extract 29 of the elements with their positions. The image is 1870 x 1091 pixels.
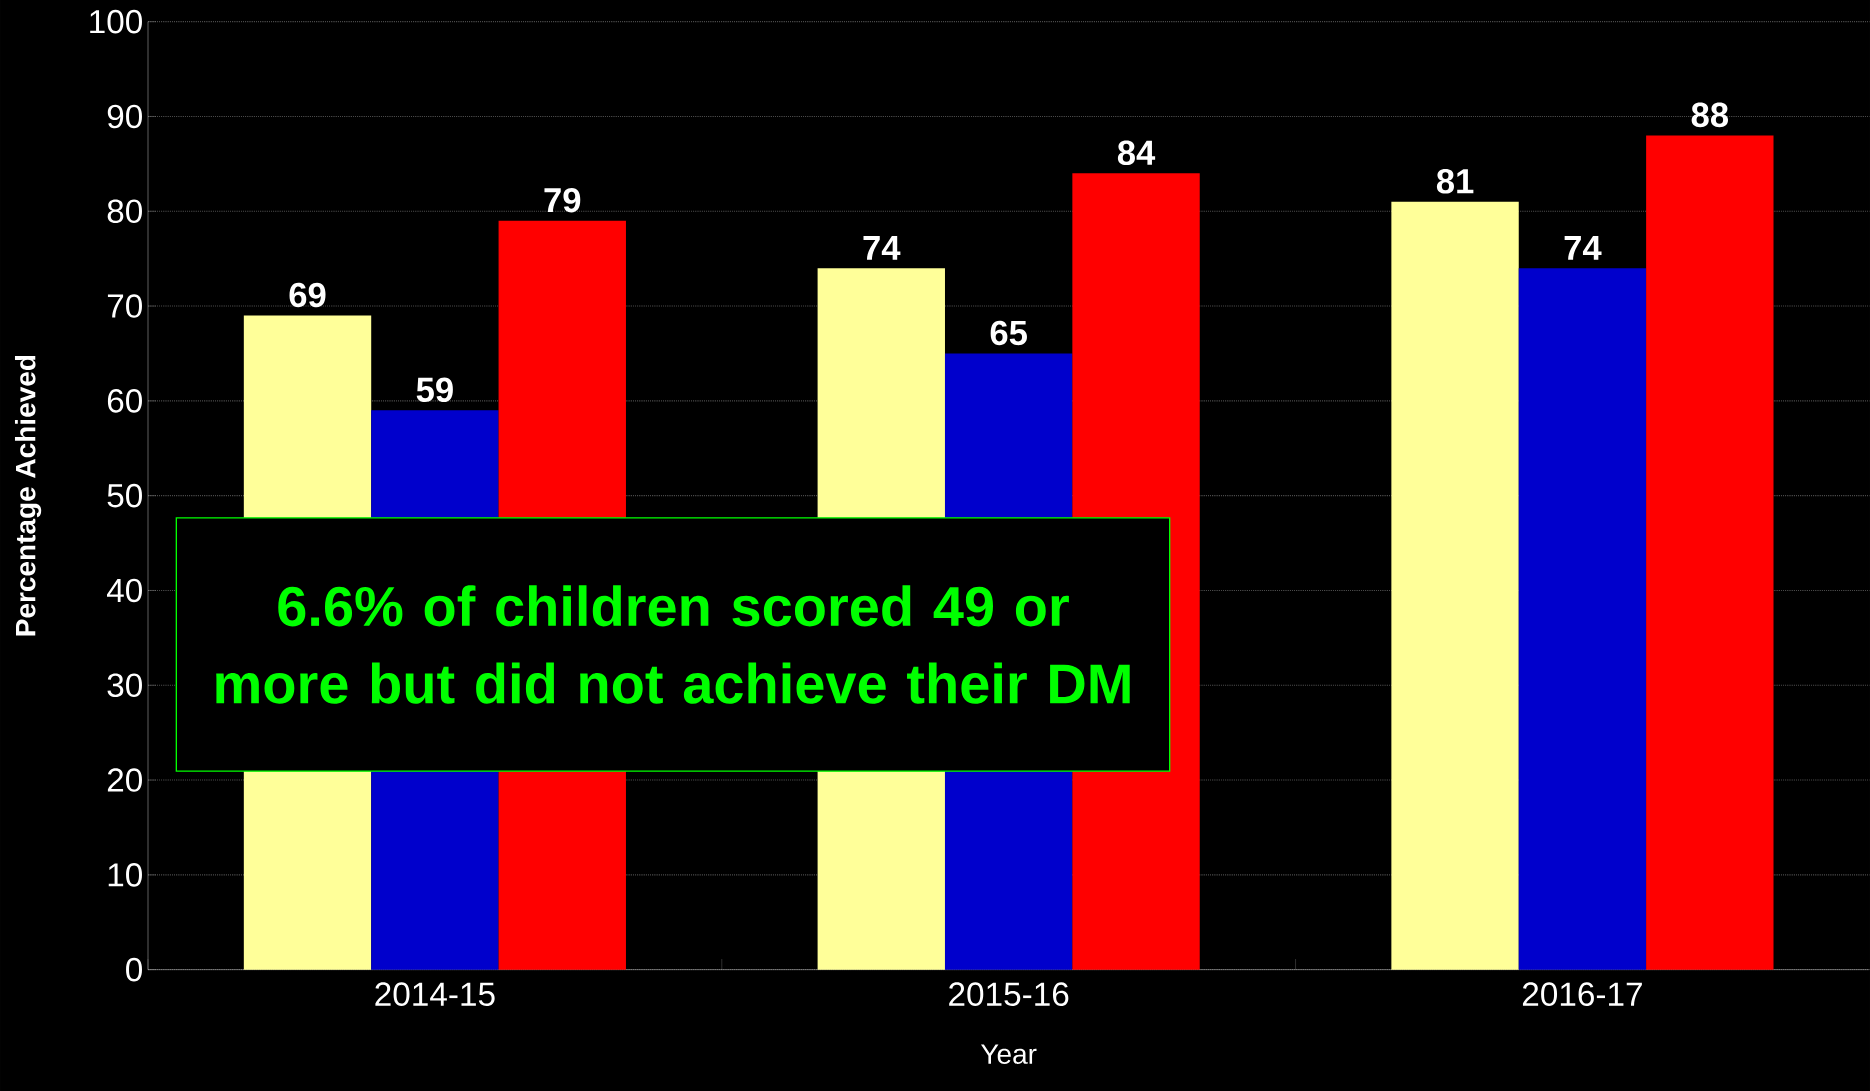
y-tick-label: 100: [90, 9, 142, 34]
data-label: 65: [990, 320, 1027, 346]
data-label: 88: [1691, 102, 1729, 128]
x-tick-label: 2016-17: [1522, 982, 1642, 1006]
annotation: 6.6% of children scored 49 or more but did not achieve their DM: [216, 585, 1130, 704]
y-tick-label: 70: [107, 294, 142, 318]
bar: [1518, 268, 1647, 970]
x-tick-label: 2014-15: [375, 982, 495, 1006]
y-tick-label: 80: [107, 199, 142, 224]
data-label: 79: [544, 187, 581, 213]
y-tick-label: 0: [126, 957, 142, 982]
data-label: 59: [416, 377, 453, 403]
bar: [1391, 201, 1519, 970]
x-axis-title: Year: [980, 1044, 1037, 1064]
y-tick-label: 10: [108, 863, 142, 887]
bar: [1646, 135, 1774, 970]
y-tick-label: 90: [107, 104, 142, 129]
data-label: 81: [1436, 168, 1474, 194]
x-tick-label: 2015-16: [949, 982, 1069, 1006]
data-label: 69: [289, 282, 326, 308]
data-label: 74: [863, 236, 901, 260]
y-tick-label: 30: [107, 673, 142, 698]
y-axis-title: Percentage Achieved: [14, 355, 42, 636]
data-label: 84: [1117, 140, 1156, 166]
y-tick-label: 50: [107, 483, 142, 508]
y-tick-label: 20: [107, 768, 142, 792]
data-label: 74: [1564, 236, 1602, 260]
y-tick-label: 40: [106, 578, 142, 603]
y-tick-label: 60: [107, 389, 142, 413]
